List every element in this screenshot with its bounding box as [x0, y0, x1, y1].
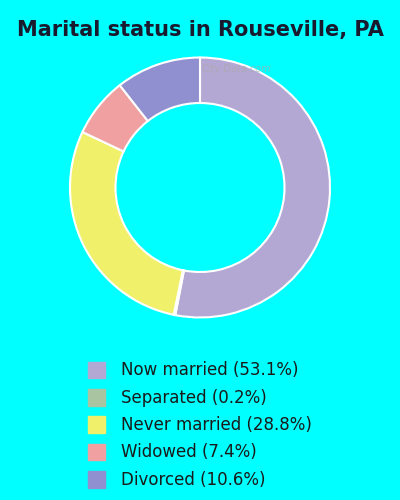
Wedge shape — [174, 270, 184, 315]
Wedge shape — [70, 132, 183, 315]
Wedge shape — [120, 58, 200, 121]
Wedge shape — [175, 58, 330, 318]
Wedge shape — [82, 85, 148, 152]
Text: Marital status in Rouseville, PA: Marital status in Rouseville, PA — [16, 20, 384, 40]
Legend: Now married (53.1%), Separated (0.2%), Never married (28.8%), Widowed (7.4%), Di: Now married (53.1%), Separated (0.2%), N… — [80, 353, 320, 497]
Text: City-Data.com: City-Data.com — [202, 64, 272, 74]
